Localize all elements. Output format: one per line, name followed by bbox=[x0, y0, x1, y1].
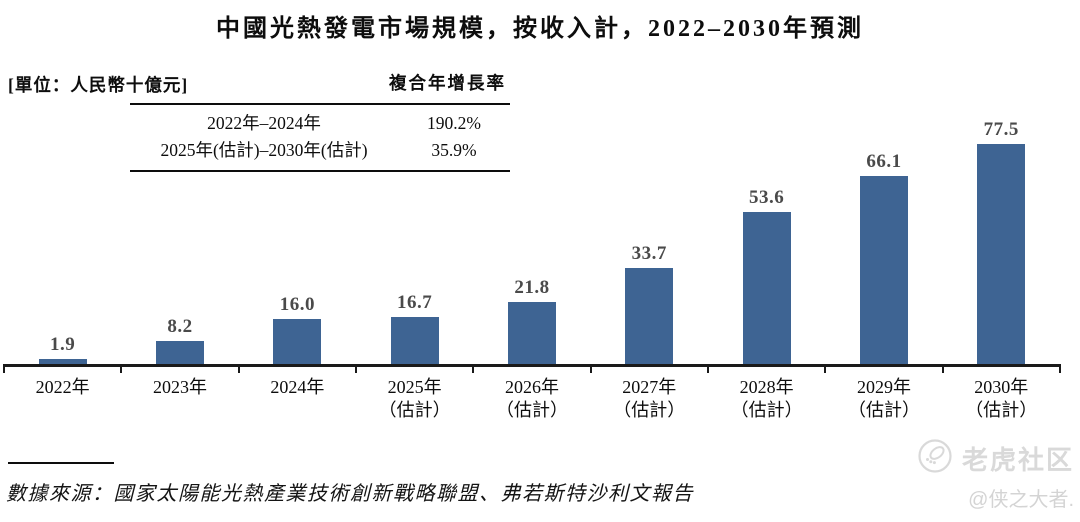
tiger-logo-icon bbox=[917, 438, 953, 479]
bar bbox=[977, 143, 1026, 364]
x-axis-ticks bbox=[3, 364, 1061, 374]
axis-tick bbox=[237, 364, 240, 373]
x-axis-line bbox=[4, 364, 1060, 367]
x-axis-label: 2029年 （估計） bbox=[847, 377, 920, 420]
x-axis-labels: 2022年 2023年 2024年 2025年 （估計） 2026年 （估計） 2027年 （估… bbox=[4, 376, 1060, 422]
axis-tick bbox=[589, 364, 592, 373]
watermark-handle: @侠之大者. bbox=[968, 489, 1074, 511]
bar bbox=[507, 302, 556, 364]
bar-slot: 1.9 bbox=[4, 334, 121, 364]
unit-label: [單位：人民幣十億元] bbox=[8, 75, 189, 95]
bar-slot: 53.6 bbox=[708, 187, 825, 364]
cagr-row: 2022年–2024年 190.2% bbox=[130, 110, 510, 137]
bar bbox=[390, 316, 439, 364]
cagr-row: 2025年(估計)–2030年(估計) 35.9% bbox=[130, 137, 510, 164]
x-axis-label: 2025年 （估計） bbox=[378, 377, 451, 420]
footnote-rule bbox=[8, 462, 114, 464]
bar-value-label: 77.5 bbox=[983, 118, 1019, 140]
bar-value-label: 66.1 bbox=[866, 151, 902, 173]
bar-slot: 33.7 bbox=[591, 243, 708, 364]
x-axis-label: 2027年 （估計） bbox=[613, 377, 686, 420]
bar-slot: 66.1 bbox=[825, 151, 942, 364]
watermark: 老虎社区 @侠之大者. bbox=[917, 438, 1074, 512]
x-axis-label: 2028年 （估計） bbox=[730, 377, 803, 420]
cagr-table-header: 複合年增長率 bbox=[389, 73, 506, 93]
bar-value-label: 33.7 bbox=[631, 243, 667, 265]
axis-tick bbox=[824, 364, 827, 373]
bar bbox=[155, 340, 204, 364]
bar-value-label: 21.8 bbox=[514, 277, 550, 299]
bar-value-label: 8.2 bbox=[167, 315, 193, 337]
axis-tick bbox=[707, 364, 709, 373]
chart-title: 中國光熱發電市場規模，按收入計，2022–2030年預測 bbox=[216, 16, 864, 42]
bar-value-label: 16.0 bbox=[279, 293, 315, 315]
bar-chart: 1.9 8.2 16.0 16.7 21.8 33.7 53.6 66.1 77.5 2022年… bbox=[3, 0, 1061, 422]
bar bbox=[273, 318, 322, 364]
axis-tick bbox=[1059, 364, 1061, 373]
axis-tick bbox=[472, 364, 475, 373]
watermark-brand: 老虎社区 bbox=[961, 445, 1074, 475]
axis-tick bbox=[355, 364, 357, 373]
bar-slot: 16.7 bbox=[356, 292, 473, 364]
bar-slot: 77.5 bbox=[943, 119, 1060, 364]
bar bbox=[38, 358, 87, 364]
cagr-value: 190.2% bbox=[427, 113, 481, 133]
cagr-table: 複合年增長率 2022年–2024年 190.2% 2025年(估計)–2030… bbox=[130, 70, 510, 172]
x-axis-label: 2026年 （估計） bbox=[495, 377, 568, 420]
axis-tick bbox=[3, 364, 5, 373]
bar-value-label: 16.7 bbox=[397, 291, 433, 313]
cagr-value: 35.9% bbox=[431, 140, 477, 160]
data-source-note: 數據來源：國家太陽能光熱產業技術創新戰略聯盟、弗若斯特沙利文報告 bbox=[6, 483, 694, 505]
bar-value-label: 53.6 bbox=[749, 186, 785, 208]
bar-slot: 8.2 bbox=[121, 316, 238, 364]
cagr-table-body: 2022年–2024年 190.2% 2025年(估計)–2030年(估計) 3… bbox=[130, 103, 510, 172]
bar-value-label: 1.9 bbox=[50, 333, 76, 355]
bar-slot: 16.0 bbox=[239, 294, 356, 364]
bar bbox=[859, 176, 908, 364]
cagr-period: 2022年–2024年 bbox=[207, 113, 321, 133]
axis-tick bbox=[941, 364, 944, 373]
cagr-period: 2025年(估計)–2030年(估計) bbox=[160, 140, 368, 160]
bar bbox=[742, 211, 791, 364]
bar bbox=[625, 268, 674, 364]
axis-tick bbox=[120, 364, 123, 373]
x-axis-label: 2022年 bbox=[35, 377, 90, 397]
plot-area: 1.9 8.2 16.0 16.7 21.8 33.7 53.6 66.1 77.5 bbox=[4, 0, 1060, 364]
bar-slot: 21.8 bbox=[473, 277, 590, 364]
x-axis-label: 2023年 bbox=[152, 377, 207, 397]
x-axis-label: 2024年 bbox=[270, 377, 325, 397]
watermark-brand-row: 老虎社区 bbox=[917, 438, 1074, 479]
x-axis-label: 2030年 （估計） bbox=[965, 377, 1038, 420]
